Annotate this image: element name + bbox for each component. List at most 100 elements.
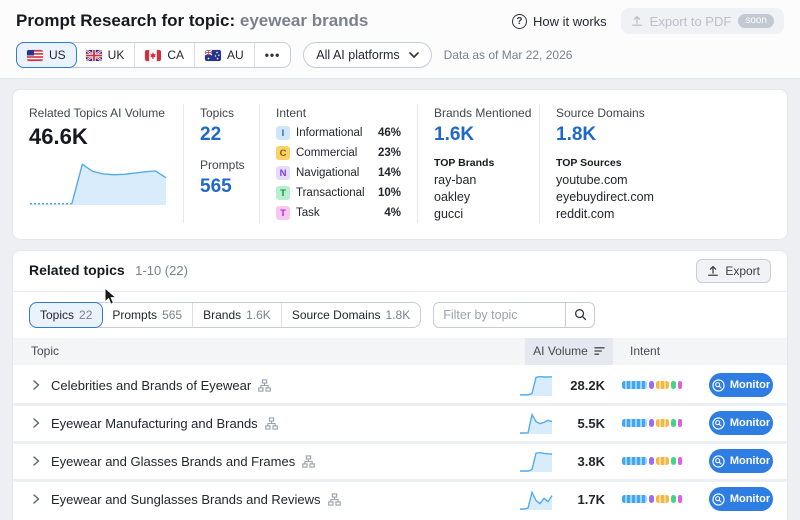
topic-name[interactable]: Eyewear and Sunglasses Brands and Review…: [51, 492, 321, 507]
informational-badge-icon: I: [276, 126, 290, 140]
intent-seg-magenta: [678, 495, 682, 503]
intent-seg-blue: [622, 457, 647, 465]
expand-chevron-icon[interactable]: [31, 379, 51, 391]
topic-name[interactable]: Eyewear and Glasses Brands and Frames: [51, 454, 295, 469]
source-domains-value[interactable]: 1.8K: [556, 125, 771, 145]
us-flag-icon: [27, 50, 43, 61]
intent-seg-blue: [622, 381, 647, 389]
column-header-ai-volume[interactable]: AI Volume: [525, 338, 613, 365]
expand-chevron-icon[interactable]: [31, 417, 51, 429]
ai-volume-value: 46.6K: [29, 125, 167, 148]
prompts-value[interactable]: 565: [200, 177, 243, 197]
monitor-button[interactable]: Monitor: [709, 411, 773, 435]
export-button-label: Export: [725, 264, 760, 278]
row-ai-volume: 1.7K: [555, 492, 605, 507]
intent-row-informational: I Informational 46%: [276, 126, 401, 140]
table-row[interactable]: Celebrities and Brands of Eyewear 28.2K …: [13, 368, 787, 403]
top-brand-item: gucci: [434, 206, 523, 223]
search-button[interactable]: [565, 302, 595, 328]
commercial-badge-icon: C: [276, 146, 290, 160]
row-ai-volume: 5.5K: [555, 416, 605, 431]
intent-seg-green: [671, 381, 676, 389]
expand-chevron-icon[interactable]: [31, 493, 51, 505]
monitor-button[interactable]: Monitor: [709, 487, 773, 511]
how-it-works-link[interactable]: ? How it works: [512, 14, 607, 29]
country-tab-ca[interactable]: CA: [135, 43, 195, 67]
export-to-pdf-button[interactable]: Export to PDF soon: [621, 8, 784, 34]
topics-label: Topics: [200, 106, 243, 120]
ai-platform-dropdown[interactable]: All AI platforms: [303, 42, 431, 68]
data-as-of-label: Data as of Mar 22, 2026: [444, 48, 573, 62]
page-title: Prompt Research for topic: eyewear brand…: [16, 11, 368, 31]
entity-tabs: Topics22 Prompts565 Brands1.6K Source Do…: [29, 302, 421, 328]
monitor-button-label: Monitor: [730, 455, 770, 467]
tab-source-domains[interactable]: Source Domains1.8K: [282, 303, 420, 327]
intent-distribution-bar: [622, 495, 682, 503]
row-sparkline: [519, 487, 553, 511]
top-brand-item: ray-ban: [434, 172, 523, 189]
filter-topic-input[interactable]: [433, 302, 565, 328]
top-sources-label: TOP Sources: [556, 157, 771, 169]
row-sparkline: [519, 449, 553, 473]
tab-topics[interactable]: Topics22: [29, 302, 103, 328]
table-row[interactable]: Eyewear Manufacturing and Brands 5.5K Mo…: [13, 406, 787, 441]
monitor-button[interactable]: Monitor: [709, 449, 773, 473]
topic-name[interactable]: Eyewear Manufacturing and Brands: [51, 416, 258, 431]
intent-row-commercial: C Commercial 23%: [276, 146, 401, 160]
intent-seg-green: [671, 419, 676, 427]
monitor-button-label: Monitor: [730, 379, 770, 391]
expand-chevron-icon[interactable]: [31, 455, 51, 467]
table-body: Celebrities and Brands of Eyewear 28.2K …: [13, 368, 787, 517]
navigational-badge-icon: N: [276, 166, 290, 180]
intent-name: Informational: [296, 127, 369, 139]
intent-seg-green: [671, 495, 676, 503]
intent-row-transactional: T Transactional 10%: [276, 186, 401, 200]
top-brands-label: TOP Brands: [434, 157, 523, 169]
topics-value[interactable]: 22: [200, 125, 243, 145]
row-sparkline: [519, 373, 553, 397]
export-button[interactable]: Export: [696, 259, 771, 283]
country-selector: US UK CA AU •••: [16, 42, 291, 68]
page-title-topic: eyewear brands: [240, 11, 369, 30]
intent-row-navigational: N Navigational 14%: [276, 166, 401, 180]
top-brand-item: oakley: [434, 189, 523, 206]
sitemap-icon: [302, 455, 315, 468]
intent-seg-amber: [656, 457, 669, 465]
au-flag-icon: [205, 50, 221, 61]
brands-mentioned-value[interactable]: 1.6K: [434, 125, 523, 145]
row-ai-volume: 3.8K: [555, 454, 605, 469]
sitemap-icon: [258, 379, 271, 392]
country-code: UK: [108, 48, 125, 62]
intent-seg-blue: [622, 419, 647, 427]
ai-volume-sparkline: [29, 160, 167, 206]
table-row[interactable]: Eyewear and Sunglasses Brands and Review…: [13, 482, 787, 517]
tab-brands[interactable]: Brands1.6K: [193, 303, 282, 327]
column-header-intent: Intent: [613, 338, 787, 365]
intent-seg-purple: [649, 457, 654, 465]
tab-label: Topics: [40, 308, 74, 322]
how-it-works-label: How it works: [533, 14, 607, 29]
monitor-button[interactable]: Monitor: [709, 373, 773, 397]
country-code: AU: [227, 48, 244, 62]
intent-percent: 14%: [375, 167, 401, 179]
tab-prompts[interactable]: Prompts565: [102, 303, 193, 327]
column-header-topic[interactable]: Topic: [13, 338, 525, 365]
question-circle-icon: ?: [512, 14, 527, 29]
row-sparkline: [519, 411, 553, 435]
country-tab-us[interactable]: US: [16, 42, 77, 68]
tab-count: 565: [162, 308, 182, 322]
topic-name[interactable]: Celebrities and Brands of Eyewear: [51, 378, 251, 393]
source-domains-label: Source Domains: [556, 106, 771, 120]
country-tab-au[interactable]: AU: [195, 43, 255, 67]
more-countries-button[interactable]: •••: [255, 43, 291, 67]
ai-platform-dropdown-value: All AI platforms: [316, 48, 399, 62]
tab-count: 1.8K: [386, 308, 411, 322]
intent-distribution-bar: [622, 419, 682, 427]
table-row[interactable]: Eyewear and Glasses Brands and Frames 3.…: [13, 444, 787, 479]
intent-distribution-bar: [622, 381, 682, 389]
country-code: US: [49, 48, 66, 62]
country-code: CA: [167, 48, 184, 62]
top-source-item: youtube.com: [556, 172, 771, 189]
country-tab-uk[interactable]: UK: [76, 43, 136, 67]
task-badge-icon: T: [276, 206, 290, 220]
